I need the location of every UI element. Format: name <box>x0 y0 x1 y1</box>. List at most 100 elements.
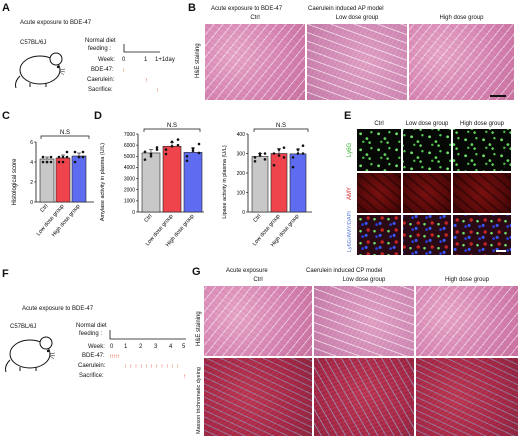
a-week-1: 1 <box>144 57 148 63</box>
d-amy-point-2-5 <box>197 151 201 155</box>
f-week-2: 2 <box>139 344 143 350</box>
d-amy-point-1-2 <box>176 138 180 141</box>
g-group-high: High dose group <box>444 277 490 283</box>
d-amy-ylabel: Amylase activity in plasma (U/L) <box>100 143 106 221</box>
e-ly6g-high <box>453 129 511 171</box>
d-amy-sig-bracket <box>143 128 201 132</box>
d-amy-sig-label: N.S <box>167 123 177 129</box>
g-he-high <box>416 286 518 356</box>
d-lip-point-0-3 <box>253 156 257 159</box>
panel-label-b: B <box>188 2 196 14</box>
panel-label-c: C <box>2 110 10 122</box>
d-lip-point-1-2 <box>282 146 286 149</box>
b-header-right: Caerulein induced AP model <box>308 6 384 12</box>
g-group-low: Low dose group <box>342 277 386 283</box>
f-week-1: 1 <box>124 344 128 350</box>
panel-label-a: A <box>2 2 10 14</box>
c-point-2-0 <box>73 160 77 164</box>
c-bar-0 <box>39 158 55 203</box>
c-bar-1 <box>55 157 71 203</box>
d-amy-point-0-3 <box>143 150 147 154</box>
d-lip-bar-0 <box>251 156 269 213</box>
d-lip-point-2-0 <box>291 165 295 169</box>
panel-label-g: G <box>192 266 201 278</box>
d-amy-yticks: 0 1000 2000 3000 4000 5000 6000 7000 <box>124 132 138 216</box>
f-bde-label: BDE-47: <box>82 353 105 359</box>
a-sacrifice-arrow-icon: ↑ <box>156 88 159 94</box>
f-week-5: 5 <box>182 344 186 350</box>
d-amy-ytick-label-7: 7000 <box>124 132 135 138</box>
d-amy-ytick-label-0: 0 <box>132 210 135 216</box>
panel-label-f: F <box>2 268 9 280</box>
c-point-0-3 <box>41 155 45 159</box>
a-diet-timeline <box>123 44 160 53</box>
g-row-he: H&E staining <box>196 311 202 346</box>
f-bde-arrows-icon: ↑↑↑↑↑ <box>109 354 120 360</box>
a-title: Acute exposure to BDE-47 <box>20 20 92 26</box>
d-lip-point-0-2 <box>263 152 267 155</box>
f-week-0: 0 <box>110 344 114 350</box>
b-image-high <box>409 24 514 100</box>
d-lip-point-2-3 <box>291 156 295 159</box>
e-scale-bar <box>496 250 506 252</box>
panel-label-e: E <box>344 110 352 122</box>
f-diet-line1: Normal diet <box>76 323 107 329</box>
d-amy-point-1-3 <box>164 148 168 151</box>
c-point-1-1 <box>61 155 65 159</box>
a-strain: C57BL/6J <box>20 40 47 46</box>
c-point-2-3 <box>73 150 77 154</box>
b-row-label: H&E staining <box>195 43 201 78</box>
mouse-icon <box>15 52 66 89</box>
c-ytick-label-0: 0 <box>30 200 33 206</box>
d-lip-bar-1 <box>270 153 288 213</box>
d-lip-point-1-4 <box>277 148 281 151</box>
c-point-1-4 <box>61 160 65 164</box>
d-lip-point-0-4 <box>258 152 262 155</box>
d-lip-xlabel-0: Ctrl <box>252 213 262 223</box>
d-lip-bar-2 <box>289 153 307 213</box>
panel-label-d: D <box>94 110 102 122</box>
c-ylabel: Histological score <box>12 158 18 206</box>
a-week-2: 1+1day <box>155 57 175 63</box>
d-lip-point-2-5 <box>301 152 305 155</box>
e-group-ctrl: Ctrl <box>374 121 384 127</box>
d-amy-point-1-0 <box>164 152 168 156</box>
d-lip-yticks: 0 100 200 300 400 <box>237 132 248 216</box>
d-lip-bars <box>251 144 307 213</box>
d-amy-bar-0 <box>141 152 161 213</box>
b-group-low: Low dose group <box>335 15 379 21</box>
d-lip-sig-bracket <box>253 128 309 132</box>
f-sacrifice-label: Sacrifice: <box>79 373 104 379</box>
d-lip-point-1-1 <box>277 154 281 157</box>
c-point-0-2 <box>49 155 53 159</box>
d-amy-point-1-1 <box>170 140 174 144</box>
d-lip-point-2-4 <box>296 148 300 151</box>
a-bde-arrow-icon: ↑ <box>122 68 125 74</box>
c-point-0-0 <box>41 160 45 164</box>
d-amy-ytick-label-1: 1000 <box>124 199 135 205</box>
g-row-masson: Masson trichromatic dyeing <box>196 367 202 434</box>
d-amy-bar-1 <box>162 145 182 213</box>
e-amy-high <box>453 173 511 213</box>
d-amy-point-1-4 <box>170 144 174 148</box>
d-amy-ytick-label-2: 2000 <box>124 188 135 194</box>
d-amy-point-2-1 <box>191 149 195 153</box>
d-lip-point-1-5 <box>282 156 286 159</box>
b-group-high: High dose group <box>439 15 484 21</box>
g-header-right: Caerulein induced CP model <box>306 268 383 274</box>
g-masson-high <box>416 358 518 436</box>
e-merge-low <box>403 215 451 255</box>
b-image-low <box>307 24 407 100</box>
f-caerulein-arrows-icon: ↑↑↑↑↑↑↑↑↑↑↑ <box>124 364 182 370</box>
g-he-ctrl <box>204 286 312 356</box>
e-row-ly6g: Ly6G <box>347 142 353 157</box>
c-xlabel-0: Ctrl <box>39 203 49 213</box>
d-lip-point-0-5 <box>263 158 267 161</box>
d-lip-point-2-1 <box>296 152 300 155</box>
a-caerulein-arrow-icon: ↑ <box>145 78 148 84</box>
g-he-low <box>314 286 414 356</box>
f-title: Acute exposure to BDE-47 <box>22 306 94 312</box>
d-lip-point-2-2 <box>301 144 305 147</box>
d-lip-ytick-label-0: 0 <box>242 210 245 216</box>
